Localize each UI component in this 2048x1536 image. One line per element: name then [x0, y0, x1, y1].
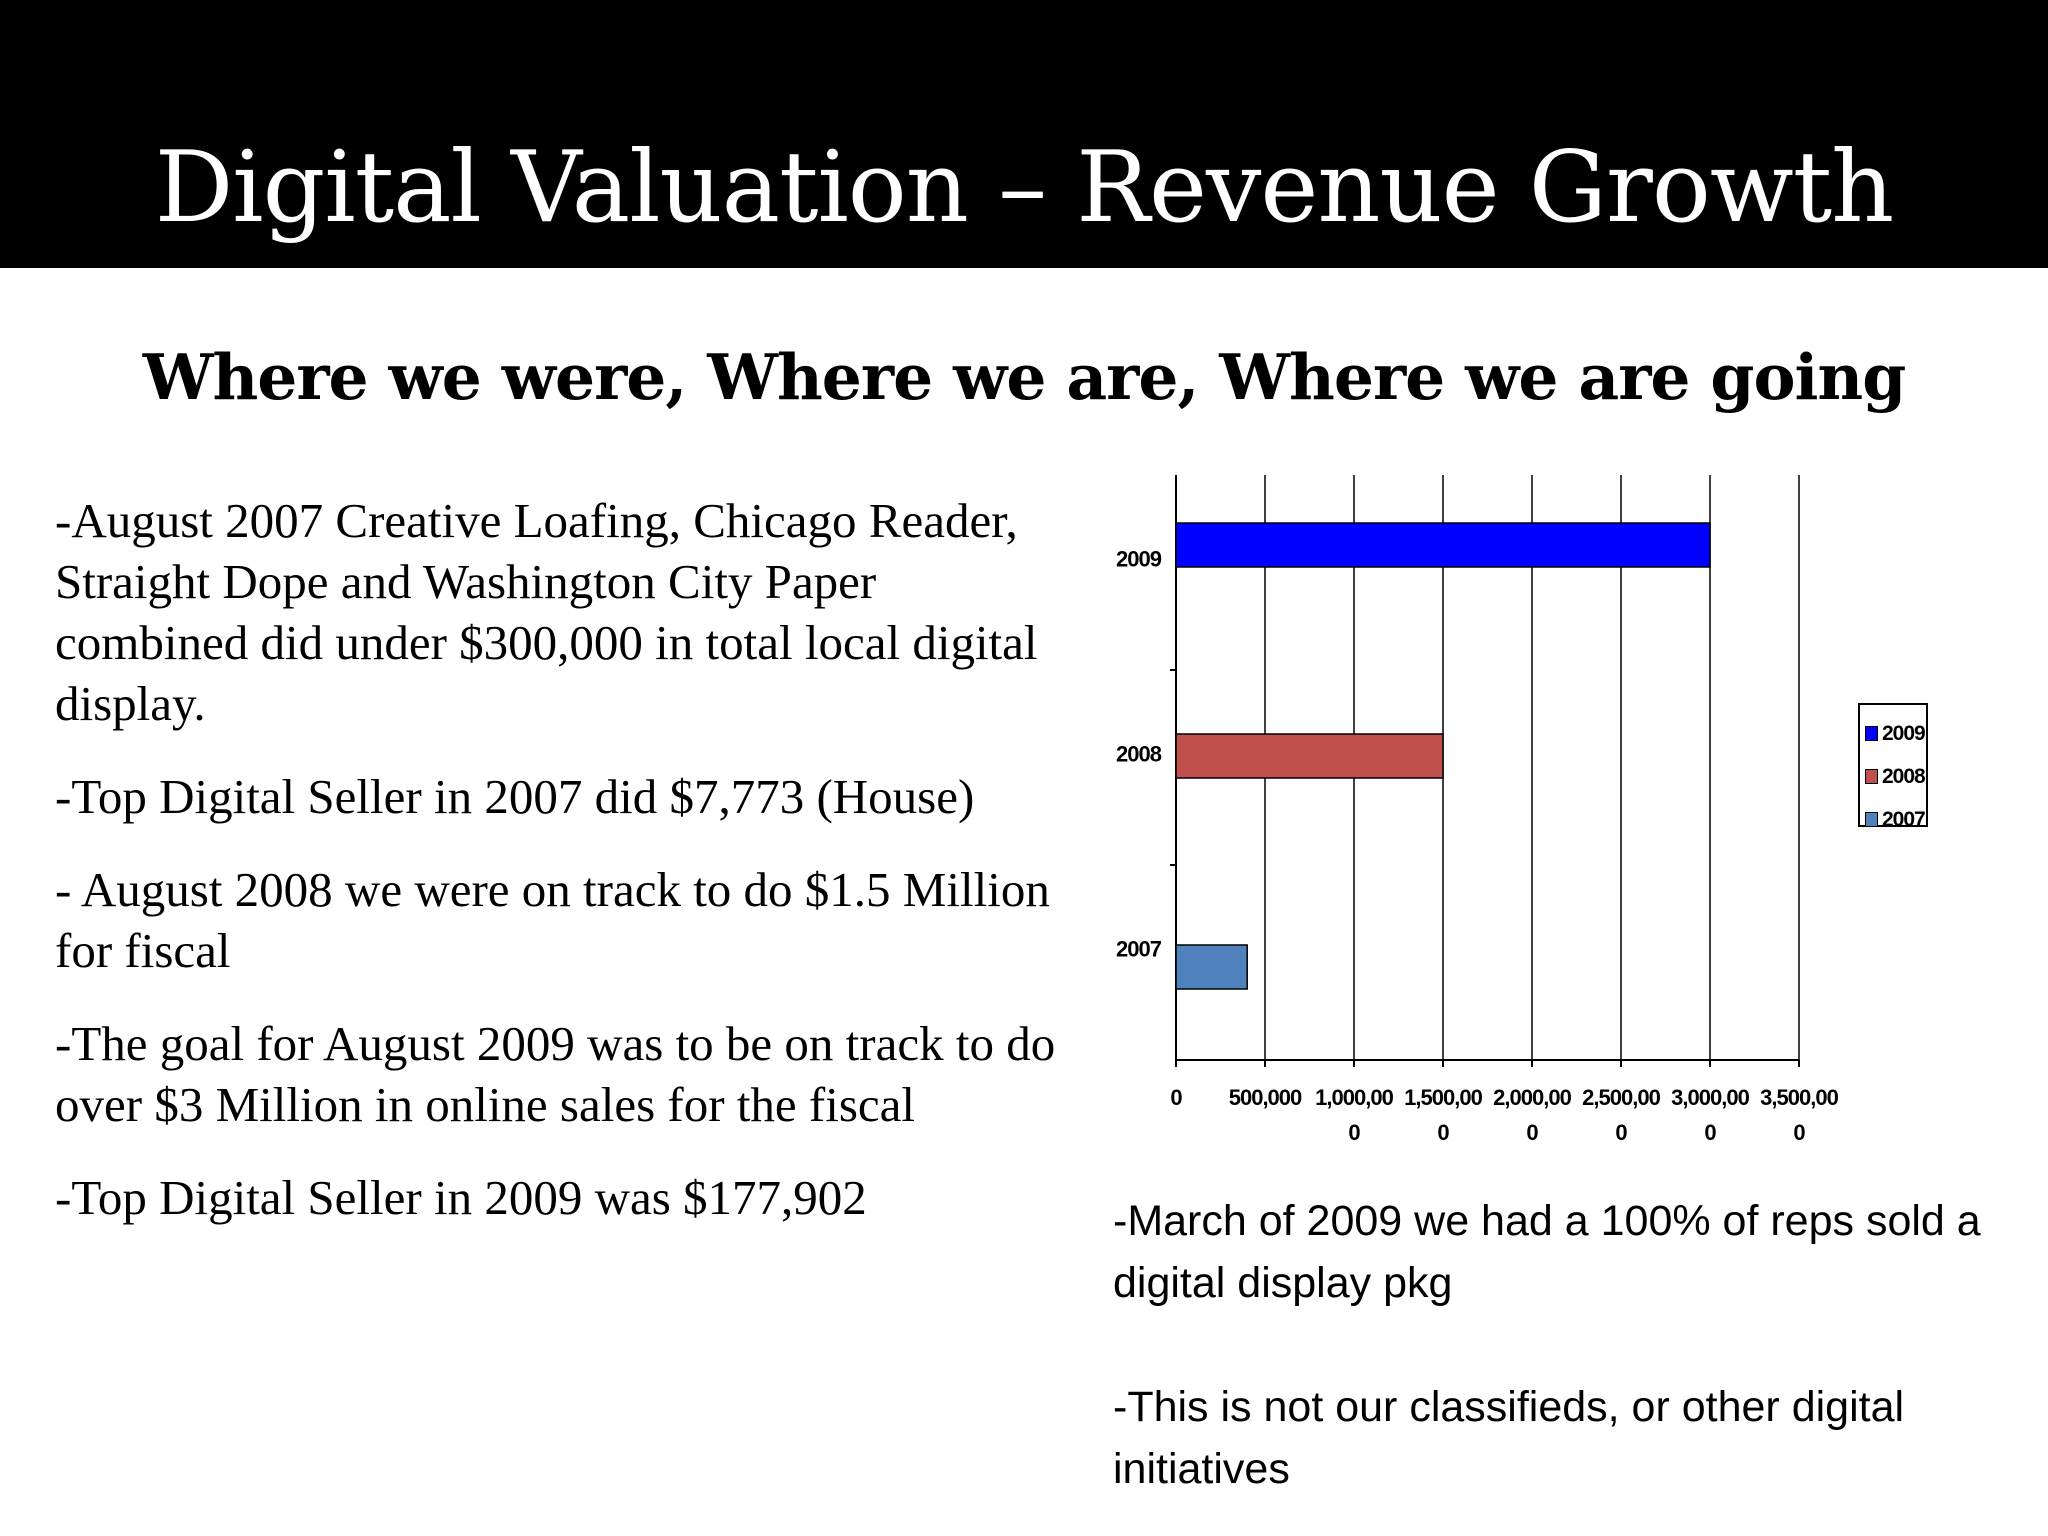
bullet-item: - August 2008 we were on track to do $1.…: [55, 862, 1050, 978]
x-tick-label: 2,000,00: [1493, 1085, 1571, 1110]
bullet-item: -Top Digital Seller in 2007 did $7,773 (…: [55, 769, 975, 824]
y-category-label: 2009: [1116, 547, 1162, 572]
legend-swatch-2007: [1865, 812, 1878, 827]
y-category-label: 2008: [1116, 742, 1162, 767]
bar-2009: [1175, 522, 1711, 568]
x-tick-label: 0: [1437, 1120, 1449, 1145]
legend-label-2009: 2009: [1882, 721, 1926, 745]
bar-2008: [1175, 733, 1444, 779]
title-bar: Digital Valuation – Revenue Growth: [0, 0, 2048, 268]
slide-subtitle: Where we were, Where we are, Where we ar…: [142, 340, 1907, 414]
legend-label-2008: 2008: [1882, 764, 1926, 788]
bullet-item: -The goal for August 2009 was to be on t…: [55, 1016, 1056, 1132]
x-tick-label: 1,500,00: [1404, 1085, 1482, 1110]
note-item: -March of 2009 we had a 100% of reps sol…: [1113, 1197, 1981, 1307]
bullet-item: -August 2007 Creative Loafing, Chicago R…: [55, 493, 1038, 731]
x-tick-label: 0: [1170, 1085, 1182, 1110]
legend-item-2009: 2009: [1865, 712, 1926, 755]
legend-swatch-2008: [1865, 769, 1878, 784]
x-tick-label: 0: [1704, 1120, 1716, 1145]
revenue-bar-chart: 0 500,000 1,000,00 0 1,500,00 0 2,000,00 0 2,500…: [1116, 475, 1840, 1145]
x-tick-label: 0: [1348, 1120, 1360, 1145]
chart-legend: 2009 2008 2007: [1858, 703, 1928, 831]
x-tick-label: 3,500,00: [1760, 1085, 1838, 1110]
x-tick-label: 0: [1793, 1120, 1805, 1145]
legend-label-2007: 2007: [1882, 807, 1926, 831]
legend-item-2007: 2007: [1865, 798, 1926, 841]
x-tick-label: 0: [1526, 1120, 1538, 1145]
bullet-list: -August 2007 Creative Loafing, Chicago R…: [55, 490, 1075, 1260]
x-tick-label: 1,000,00: [1315, 1085, 1393, 1110]
slide-title: Digital Valuation – Revenue Growth: [154, 131, 1895, 245]
bar-2007: [1175, 944, 1248, 990]
y-category-label: 2007: [1116, 937, 1162, 962]
legend-item-2008: 2008: [1865, 755, 1926, 798]
x-tick-label: 2,500,00: [1582, 1085, 1660, 1110]
x-tick-label: 3,000,00: [1671, 1085, 1749, 1110]
x-tick-label: 500,000: [1229, 1085, 1302, 1110]
note-item: -This is not our classifieds, or other d…: [1113, 1383, 1905, 1493]
notes-block: -March of 2009 we had a 100% of reps sol…: [1113, 1190, 2013, 1500]
bullet-item: -Top Digital Seller in 2009 was $177,902: [55, 1170, 867, 1225]
x-tick-label: 0: [1615, 1120, 1627, 1145]
legend-swatch-2009: [1865, 726, 1878, 741]
